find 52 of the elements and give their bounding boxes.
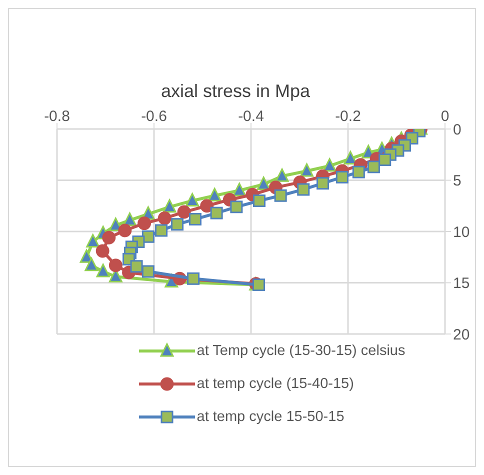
- point: [162, 199, 176, 213]
- point: [123, 212, 136, 226]
- point: [171, 218, 184, 231]
- point: [274, 189, 287, 202]
- point: [86, 234, 100, 248]
- point: [344, 150, 358, 164]
- point: [210, 206, 223, 220]
- y-tick-label: 10: [453, 224, 470, 241]
- point: [300, 163, 314, 177]
- point: [187, 272, 200, 285]
- point: [96, 244, 110, 258]
- point: [336, 170, 348, 184]
- chart-title: axial stress in Mpa: [160, 81, 312, 102]
- point: [200, 199, 214, 213]
- point: [367, 160, 380, 174]
- x-tick-label: -0.6: [141, 108, 167, 125]
- x-tick-label: 0: [440, 108, 450, 125]
- point: [297, 183, 310, 196]
- point: [322, 158, 336, 172]
- x-tick-label: -0.4: [238, 108, 264, 125]
- y-tick-label: 15: [453, 275, 470, 292]
- point: [186, 193, 200, 206]
- point: [252, 194, 266, 207]
- point: [188, 212, 202, 226]
- point: [155, 224, 168, 237]
- point: [138, 216, 152, 230]
- point: [352, 166, 365, 178]
- point: [230, 200, 243, 214]
- point: [84, 258, 98, 272]
- point: [102, 230, 116, 244]
- point: [275, 168, 289, 182]
- legend-label: at Temp cycle (15-30-15) celsius: [196, 342, 406, 358]
- point: [96, 264, 110, 278]
- x-tick-label: -0.2: [335, 108, 361, 125]
- point: [232, 182, 246, 196]
- point: [177, 205, 191, 219]
- y-tick-label: 0: [453, 121, 462, 138]
- point: [158, 211, 172, 225]
- y-tick-label: 20: [453, 326, 470, 344]
- legend-label: at temp cycle (15-40-15): [196, 376, 354, 392]
- point: [118, 224, 132, 238]
- point: [378, 154, 392, 166]
- point: [256, 176, 270, 190]
- point: [108, 258, 122, 272]
- point: [252, 278, 266, 292]
- point: [208, 188, 222, 202]
- y-tick-label: 5: [453, 172, 462, 190]
- point: [130, 260, 143, 273]
- legend-label: at temp cycle 15-50-15: [196, 408, 344, 424]
- x-tick-label: -0.8: [44, 108, 70, 125]
- point: [142, 265, 154, 278]
- point: [316, 177, 330, 190]
